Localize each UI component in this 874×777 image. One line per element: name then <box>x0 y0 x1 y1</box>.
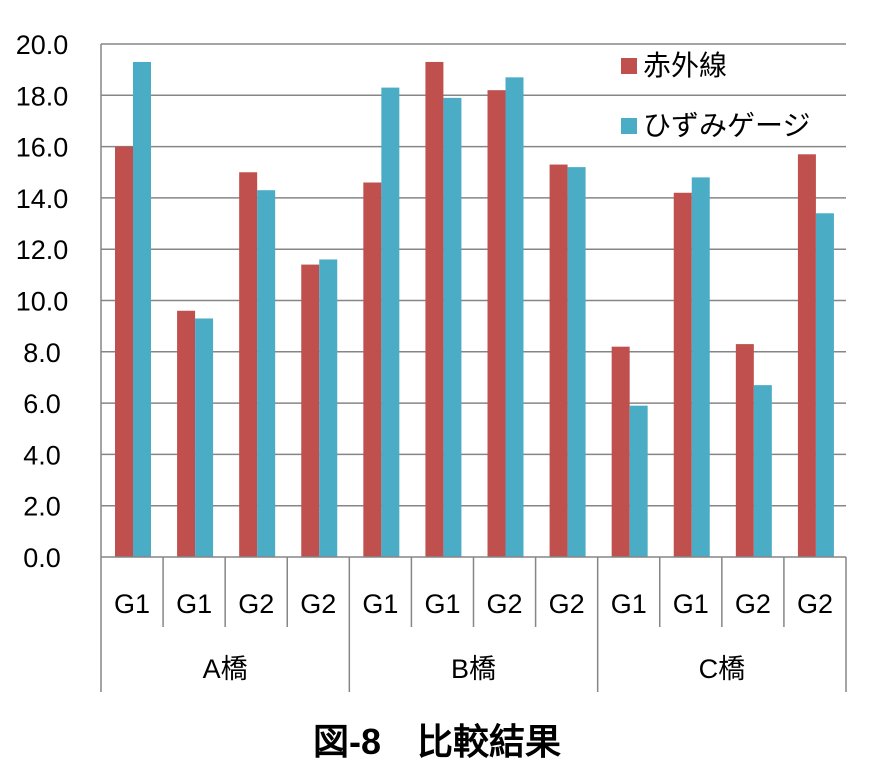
y-tick-label: 6.0 <box>23 389 61 419</box>
x-tick-label: G1 <box>673 589 709 619</box>
gridlines <box>101 43 846 507</box>
chart-title: 図-8 比較結果 <box>313 721 561 762</box>
x-tick-label: G2 <box>735 589 771 619</box>
bar-infrared <box>549 164 568 557</box>
x-tick-label: G2 <box>300 589 336 619</box>
bar-strain-gauge <box>195 318 214 557</box>
y-tick-label: 2.0 <box>23 492 61 522</box>
x-tick-label: G2 <box>797 589 833 619</box>
legend-swatch <box>621 58 637 74</box>
x-tick-label: G1 <box>362 589 398 619</box>
y-tick-label: 0.0 <box>23 543 61 573</box>
bar-strain-gauge <box>443 97 462 558</box>
x-tick-label: G1 <box>114 589 150 619</box>
legend-label: ひずみゲージ <box>643 110 810 141</box>
x-tick-label: G2 <box>487 589 523 619</box>
bar-strain-gauge <box>753 385 772 557</box>
bar-strain-gauge <box>691 177 710 557</box>
bar-strain-gauge <box>567 167 586 557</box>
y-tick-label: 12.0 <box>16 235 69 265</box>
bar-strain-gauge <box>319 259 338 557</box>
bar-infrared <box>301 264 320 557</box>
y-tick-label: 8.0 <box>23 338 61 368</box>
bar-strain-gauge <box>629 405 648 557</box>
bar-strain-gauge <box>133 61 151 558</box>
bar-strain-gauge <box>381 87 400 557</box>
y-tick-label: 20.0 <box>16 30 69 60</box>
bar-infrared <box>115 146 133 557</box>
bar-infrared <box>611 346 630 557</box>
bar-infrared <box>673 192 692 557</box>
x-tick-label: G1 <box>424 589 460 619</box>
bar-infrared <box>177 310 196 557</box>
axis-labels: 0.0 2.0 4.0 6.0 8.0 10.0 12.0 14.0 16.0 18.0 20.0 G… <box>16 30 833 684</box>
bar-infrared <box>363 182 382 557</box>
y-tick-label: 16.0 <box>16 133 69 163</box>
legend-label: 赤外線 <box>643 50 727 81</box>
group-label: C橋 <box>699 654 746 684</box>
bar-strain-gauge <box>505 77 524 557</box>
legend-swatch <box>621 118 637 134</box>
x-tick-label: G2 <box>238 589 274 619</box>
bar-infrared <box>735 344 754 557</box>
y-tick-label: 4.0 <box>23 440 61 470</box>
bar-infrared <box>239 172 258 557</box>
y-tick-label: 14.0 <box>16 184 69 214</box>
bar-strain-gauge <box>257 190 276 557</box>
group-label: B橋 <box>451 654 496 684</box>
x-tick-label: G1 <box>176 589 212 619</box>
axes <box>100 44 847 692</box>
bar-infrared <box>487 90 506 558</box>
y-tick-label: 18.0 <box>16 81 69 111</box>
bar-infrared <box>425 61 444 558</box>
group-label: A橋 <box>203 654 248 684</box>
bars <box>115 61 834 558</box>
bar-infrared <box>797 154 816 558</box>
bar-strain-gauge <box>815 213 834 558</box>
y-tick-label: 10.0 <box>16 287 69 317</box>
x-tick-label: G1 <box>611 589 647 619</box>
x-tick-label: G2 <box>549 589 585 619</box>
